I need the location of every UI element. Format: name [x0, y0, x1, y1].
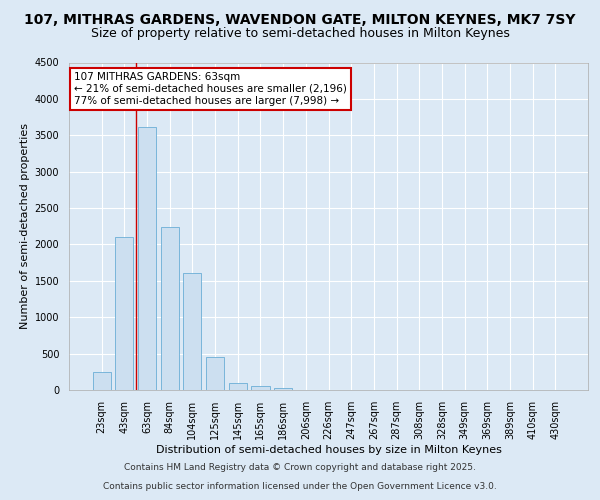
Bar — [184, 273, 202, 390]
X-axis label: Distribution of semi-detached houses by size in Milton Keynes: Distribution of semi-detached houses by … — [155, 444, 502, 454]
Bar — [115, 237, 133, 390]
Text: Contains HM Land Registry data © Crown copyright and database right 2025.: Contains HM Land Registry data © Crown c… — [124, 464, 476, 472]
Bar — [274, 388, 292, 390]
Bar — [229, 382, 247, 390]
Y-axis label: Number of semi-detached properties: Number of semi-detached properties — [20, 123, 31, 329]
Bar — [92, 372, 111, 390]
Text: 107, MITHRAS GARDENS, WAVENDON GATE, MILTON KEYNES, MK7 7SY: 107, MITHRAS GARDENS, WAVENDON GATE, MIL… — [24, 12, 576, 26]
Text: Contains public sector information licensed under the Open Government Licence v3: Contains public sector information licen… — [103, 482, 497, 491]
Bar — [251, 386, 269, 390]
Bar — [206, 357, 224, 390]
Bar — [138, 126, 156, 390]
Bar — [161, 227, 179, 390]
Text: 107 MITHRAS GARDENS: 63sqm
← 21% of semi-detached houses are smaller (2,196)
77%: 107 MITHRAS GARDENS: 63sqm ← 21% of semi… — [74, 72, 347, 106]
Text: Size of property relative to semi-detached houses in Milton Keynes: Size of property relative to semi-detach… — [91, 28, 509, 40]
